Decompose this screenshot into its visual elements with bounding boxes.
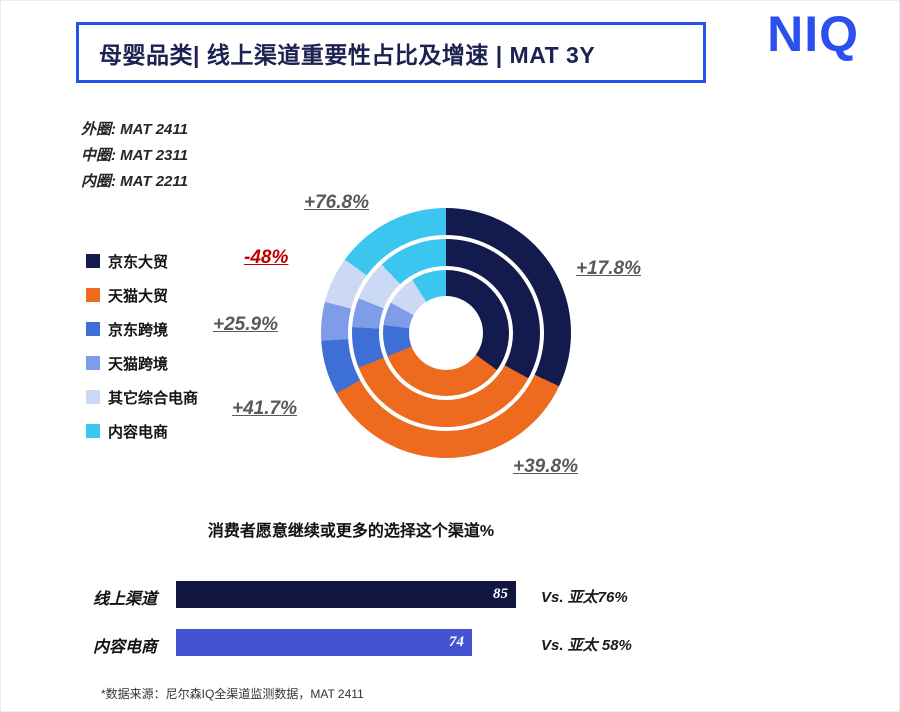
growth-label-content: +76.8% <box>304 192 369 213</box>
bar-value: 85 <box>493 586 508 602</box>
legend-swatch <box>86 424 100 438</box>
bar-label-online: 线上渠道 <box>93 591 158 608</box>
legend-swatch <box>86 322 100 336</box>
donut-chart <box>321 208 571 458</box>
bar-chart-title: 消费者愿意继续或更多的选择这个渠道% <box>207 523 495 540</box>
growth-label-tmall-cross: +25.9% <box>213 314 278 335</box>
ring-note-middle: 中圈: MAT 2311 <box>81 147 188 164</box>
legend-swatch <box>86 356 100 370</box>
ring-note-outer: 外圈: MAT 2411 <box>81 121 188 138</box>
legend-label: 天猫跨境 <box>108 355 169 373</box>
legend-label: 天猫大贸 <box>108 287 169 305</box>
data-source-note: *数据来源：尼尔森IQ全渠道监测数据，MAT 2411 <box>101 687 364 701</box>
bar-value: 74 <box>449 634 464 650</box>
legend-label: 其它综合电商 <box>108 389 199 407</box>
legend-item: 天猫跨境 <box>86 346 198 380</box>
legend-item: 京东大贸 <box>86 244 198 278</box>
page-title: 母婴品类| 线上渠道重要性占比及增速 | MAT 3Y <box>99 41 596 68</box>
legend-label: 京东大贸 <box>108 253 169 271</box>
growth-label-other: -48% <box>244 247 289 268</box>
legend-item: 内容电商 <box>86 414 198 448</box>
legend-label: 内容电商 <box>108 423 169 441</box>
ring-note-inner: 内圈: MAT 2211 <box>81 173 188 190</box>
legend-swatch <box>86 288 100 302</box>
bar-content: 74 <box>176 629 472 656</box>
bar-online: 85 <box>176 581 516 608</box>
legend: 京东大贸 天猫大贸 京东跨境 天猫跨境 其它综合电商 内容电商 <box>86 244 198 448</box>
growth-label-tmall: +39.8% <box>513 456 578 477</box>
niq-logo: NIQ <box>767 6 859 62</box>
legend-swatch <box>86 254 100 268</box>
comparison-content: Vs. 亚太 58% <box>541 637 632 654</box>
bar-label-content: 内容电商 <box>93 639 158 656</box>
ring-notes: 外圈: MAT 2411 中圈: MAT 2311 内圈: MAT 2211 <box>81 117 188 195</box>
donut-hole <box>409 296 483 370</box>
growth-label-jd-cross: +41.7% <box>232 398 297 419</box>
legend-swatch <box>86 390 100 404</box>
legend-label: 京东跨境 <box>108 321 169 339</box>
legend-item: 天猫大贸 <box>86 278 198 312</box>
growth-label-jd: +17.8% <box>576 258 641 279</box>
legend-item: 京东跨境 <box>86 312 198 346</box>
title-box: 母婴品类| 线上渠道重要性占比及增速 | MAT 3Y <box>76 22 706 83</box>
legend-item: 其它综合电商 <box>86 380 198 414</box>
comparison-online: Vs. 亚太76% <box>541 589 628 606</box>
